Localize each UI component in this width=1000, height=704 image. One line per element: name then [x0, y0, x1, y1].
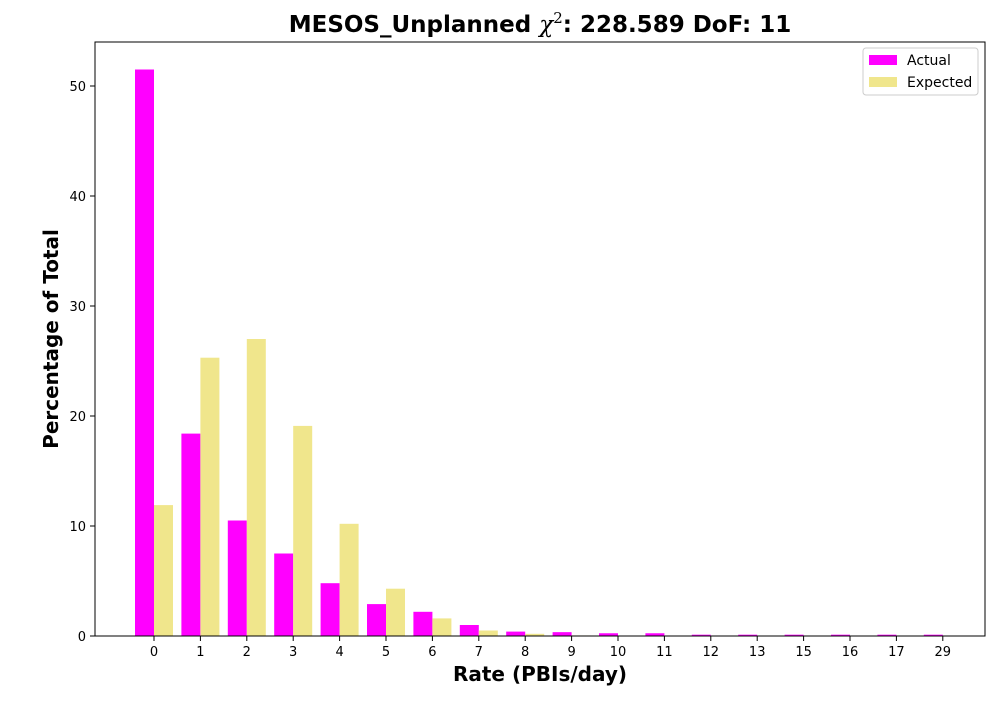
y-tick-label: 40	[69, 190, 86, 205]
bars-group	[135, 70, 943, 637]
x-tick-label: 7	[475, 645, 483, 660]
x-tick-label: 29	[935, 645, 952, 660]
bar-actual-9	[553, 632, 572, 636]
legend-swatch-expected	[869, 77, 897, 87]
chart-title-prefix: MESOS_Unplanned	[289, 12, 540, 38]
x-tick-label: 17	[888, 645, 905, 660]
x-tick-label: 15	[795, 645, 812, 660]
x-tick-label: 2	[243, 645, 251, 660]
bar-expected-4	[340, 524, 359, 636]
legend-swatch-actual	[869, 55, 897, 65]
x-tick-label: 6	[428, 645, 436, 660]
bar-expected-0	[154, 505, 173, 636]
bar-expected-7	[479, 631, 498, 637]
y-tick-label: 30	[69, 300, 86, 315]
x-axis-label: Rate (PBIs/day)	[453, 662, 627, 686]
legend-label-expected: Expected	[907, 75, 972, 91]
bar-actual-3	[274, 554, 293, 637]
y-axis-label: Percentage of Total	[39, 229, 63, 449]
x-tick-label: 9	[567, 645, 575, 660]
x-tick-label: 16	[842, 645, 859, 660]
bar-actual-2	[228, 521, 247, 637]
y-tick-label: 10	[69, 520, 86, 535]
chart-title-chi-exponent: 2	[553, 9, 563, 27]
legend: Actual Expected	[863, 48, 978, 95]
bar-expected-1	[200, 358, 219, 636]
bar-actual-8	[506, 632, 525, 636]
x-tick-label: 13	[749, 645, 766, 660]
x-tick-label: 1	[196, 645, 204, 660]
x-tick-label: 10	[610, 645, 627, 660]
bar-expected-2	[247, 339, 266, 636]
x-tick-label: 8	[521, 645, 529, 660]
bar-actual-0	[135, 70, 154, 637]
x-tick-label: 12	[703, 645, 720, 660]
bar-actual-5	[367, 604, 386, 636]
bar-actual-1	[181, 434, 200, 636]
bar-expected-5	[386, 589, 405, 636]
x-tick-label: 4	[335, 645, 343, 660]
x-tick-label: 3	[289, 645, 297, 660]
y-tick-label: 20	[69, 410, 86, 425]
bar-actual-7	[460, 625, 479, 636]
y-tick-label: 0	[78, 630, 86, 645]
y-tick-label: 50	[69, 80, 86, 95]
bar-expected-3	[293, 426, 312, 636]
legend-label-actual: Actual	[907, 53, 951, 69]
bar-expected-6	[432, 618, 451, 636]
chart-title-suffix: : 228.589 DoF: 11	[563, 12, 792, 38]
bar-actual-6	[413, 612, 432, 636]
y-axis: 0 10 20 30 40 50	[69, 80, 95, 645]
chart-title: MESOS_Unplanned χ2: 228.589 DoF: 11	[289, 9, 792, 38]
x-tick-label: 5	[382, 645, 390, 660]
bar-actual-4	[321, 583, 340, 636]
x-tick-label: 0	[150, 645, 158, 660]
x-tick-label: 11	[656, 645, 673, 660]
